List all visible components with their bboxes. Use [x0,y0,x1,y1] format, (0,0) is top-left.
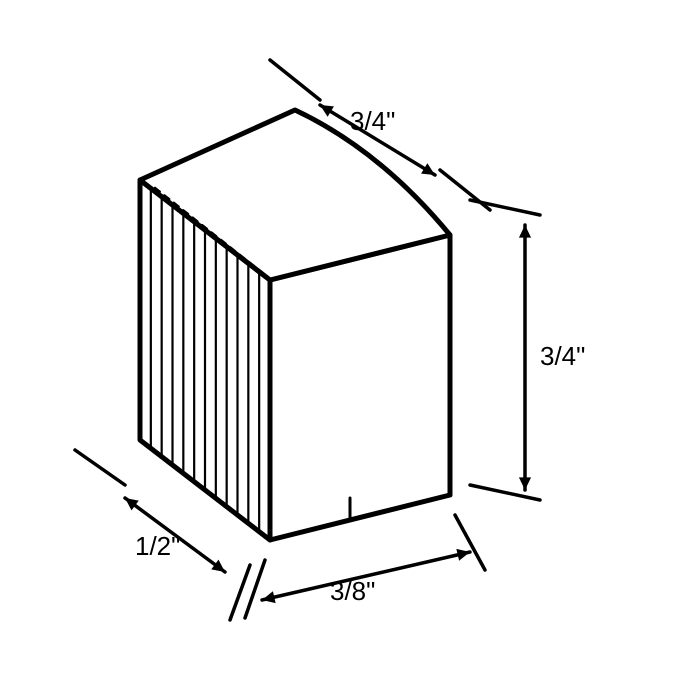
dimension-diagram: 3/4" 3/4" 3/8" 1/2" [0,0,700,700]
dim-height-right: 3/4" [470,200,585,500]
dim-height-right-label: 3/4" [540,341,585,371]
dim-depth-left-label: 1/2" [135,531,180,561]
block-shape [140,110,450,540]
dim-width-front-label: 3/8" [330,576,375,606]
dim-depth-top-label: 3/4" [350,106,395,136]
